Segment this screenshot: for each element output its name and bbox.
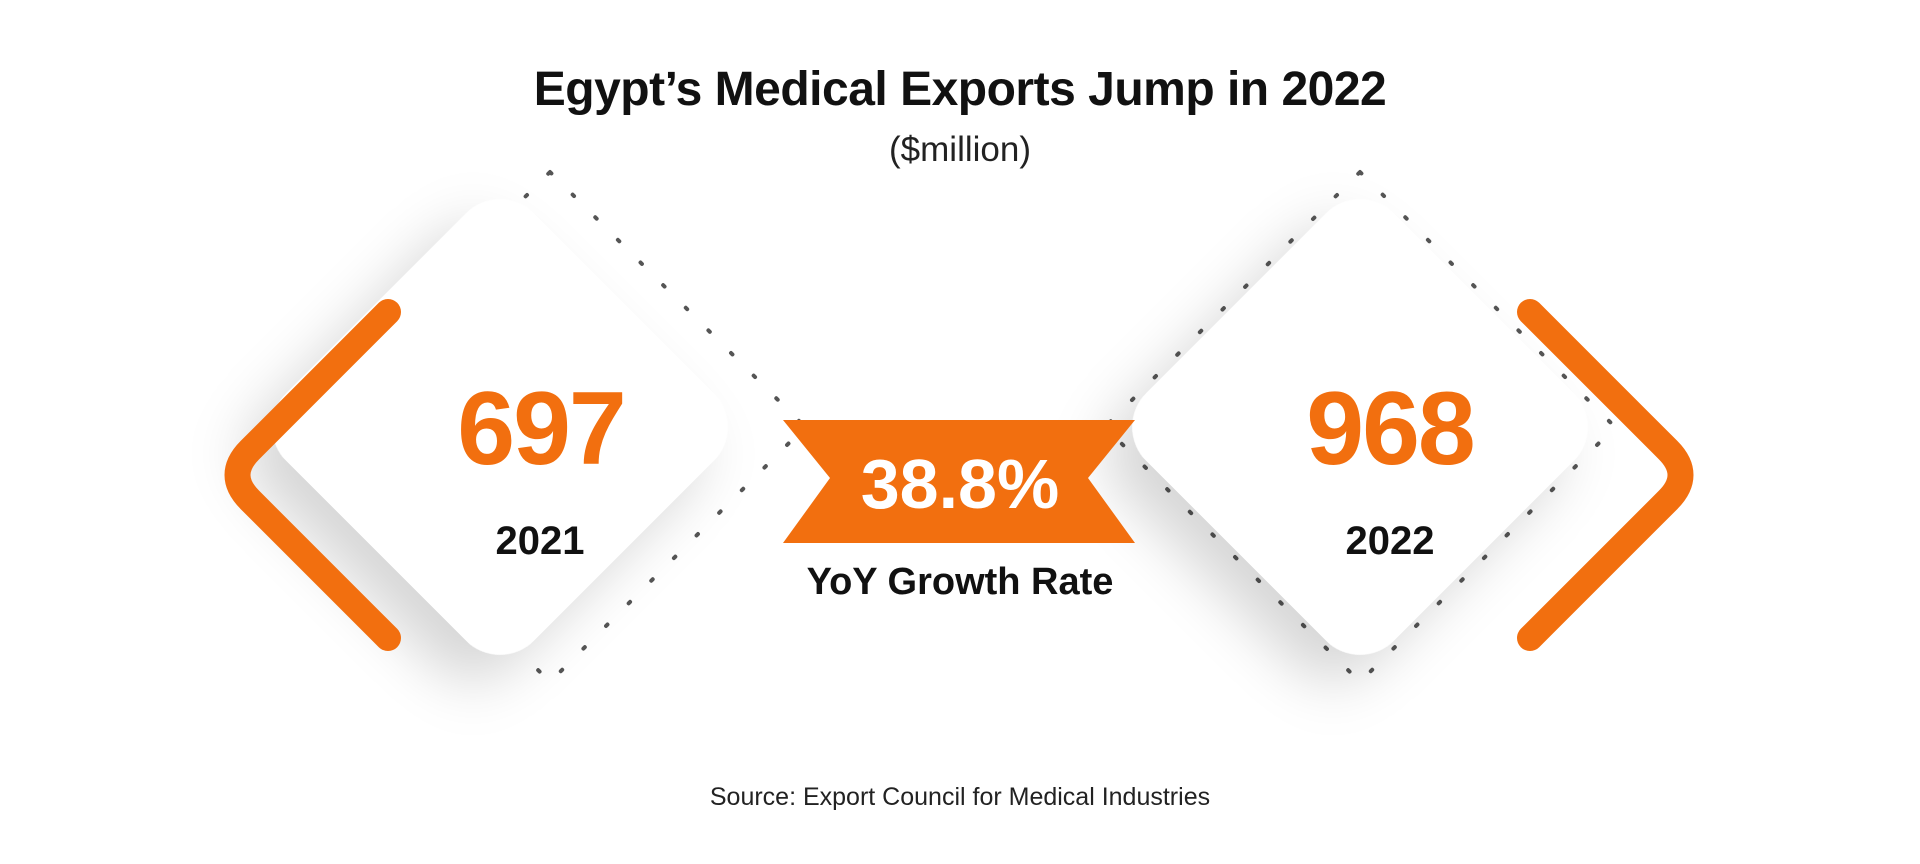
diamond-card-right — [1132, 199, 1588, 655]
year-label-2021: 2021 — [495, 519, 585, 563]
chevron-left — [224, 299, 401, 651]
growth-rate-label: YoY Growth Rate — [806, 561, 1114, 603]
growth-ribbon — [783, 420, 1135, 543]
chart-subtitle: ($million) — [889, 130, 1031, 169]
chevron-right — [1517, 299, 1694, 651]
year-label-2022: 2022 — [1345, 519, 1435, 563]
chart-title: Egypt’s Medical Exports Jump in 2022 — [533, 63, 1387, 116]
value-2021: 697 — [457, 371, 627, 487]
growth-rate-value: 38.8% — [860, 445, 1060, 523]
value-2022: 968 — [1306, 371, 1476, 487]
source-note: Source: Export Council for Medical Indus… — [709, 783, 1211, 811]
